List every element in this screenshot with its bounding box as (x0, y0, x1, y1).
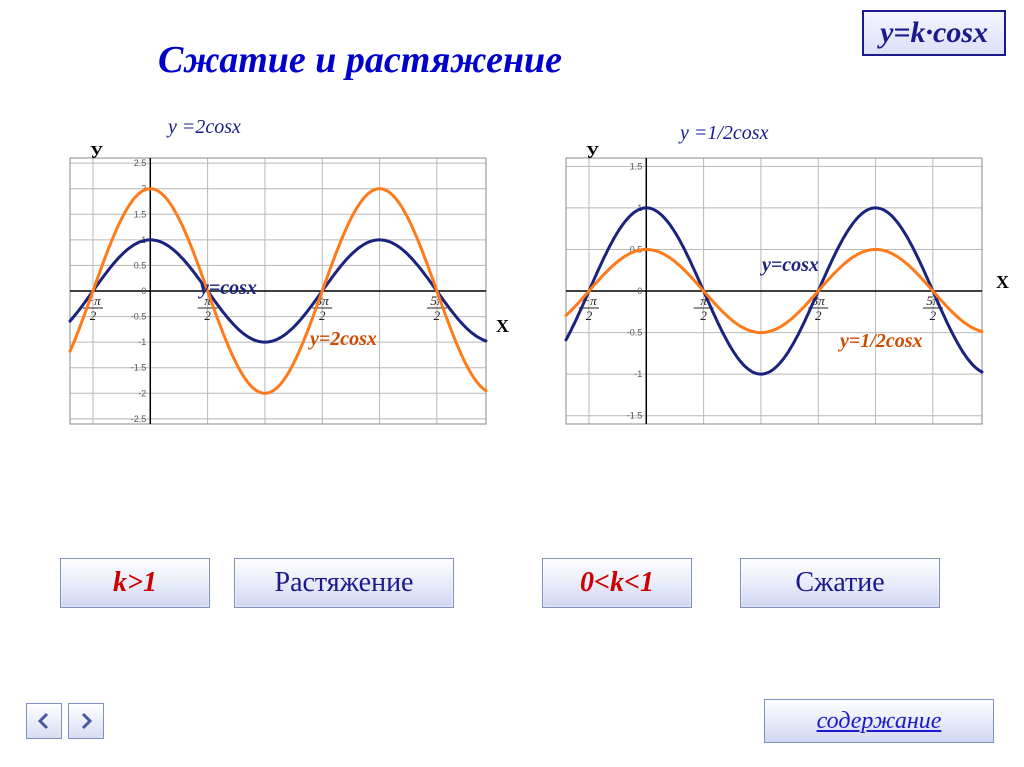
svg-text:-1.5: -1.5 (131, 363, 147, 373)
svg-text:2: 2 (586, 308, 593, 323)
page-title: Сжатие и растяжение (0, 38, 720, 82)
chart-left: -2.5-2-1.5-1-0.500.511.522.5−π2π23π25π2 (32, 152, 492, 452)
chart-right: -1.5-1-0.500.511.5−π2π23π25π2 (528, 152, 988, 452)
svg-text:2: 2 (434, 308, 441, 323)
prev-button[interactable] (26, 703, 62, 739)
label-cosx-right: y=cosx (762, 254, 819, 277)
subtitle-right: y =1/2cosx (680, 122, 768, 145)
svg-text:1.5: 1.5 (134, 209, 147, 219)
svg-text:2: 2 (90, 308, 97, 323)
formula-box: y=k·cosx (862, 10, 1006, 56)
panel-compress: Сжатие (740, 558, 940, 608)
svg-text:2: 2 (319, 308, 326, 323)
svg-text:-0.5: -0.5 (627, 328, 643, 338)
svg-text:-2.5: -2.5 (131, 414, 147, 424)
svg-text:2: 2 (815, 308, 822, 323)
label-halfcosx: y=1/2cosx (840, 330, 923, 353)
svg-text:2: 2 (930, 308, 937, 323)
label-2cosx: y=2cosx (310, 328, 377, 351)
svg-text:-0.5: -0.5 (131, 312, 147, 322)
next-button[interactable] (68, 703, 104, 739)
panel-stretch: Растяжение (234, 558, 454, 608)
axis-y-left: У (90, 142, 103, 163)
axis-y-right: У (586, 142, 599, 163)
svg-text:0: 0 (637, 286, 642, 296)
svg-text:-1: -1 (138, 337, 146, 347)
chevron-right-icon (76, 711, 96, 731)
chevron-left-icon (34, 711, 54, 731)
axis-x-right: X (996, 272, 1009, 293)
panel-k-01: 0<k<1 (542, 558, 692, 608)
label-cosx-left: y=cosx (200, 277, 257, 300)
axis-x-left: X (496, 316, 509, 337)
svg-text:-1: -1 (634, 369, 642, 379)
svg-text:2.5: 2.5 (134, 158, 147, 168)
svg-text:0.5: 0.5 (134, 260, 147, 270)
svg-text:-2: -2 (138, 388, 146, 398)
contents-link[interactable]: содержание (764, 699, 994, 743)
svg-text:2: 2 (204, 308, 211, 323)
svg-text:-1.5: -1.5 (627, 411, 643, 421)
panel-k-gt-1: k>1 (60, 558, 210, 608)
svg-text:2: 2 (700, 308, 707, 323)
subtitle-left: y =2cosx (168, 116, 241, 139)
svg-text:0: 0 (141, 286, 146, 296)
svg-text:1.5: 1.5 (630, 161, 643, 171)
